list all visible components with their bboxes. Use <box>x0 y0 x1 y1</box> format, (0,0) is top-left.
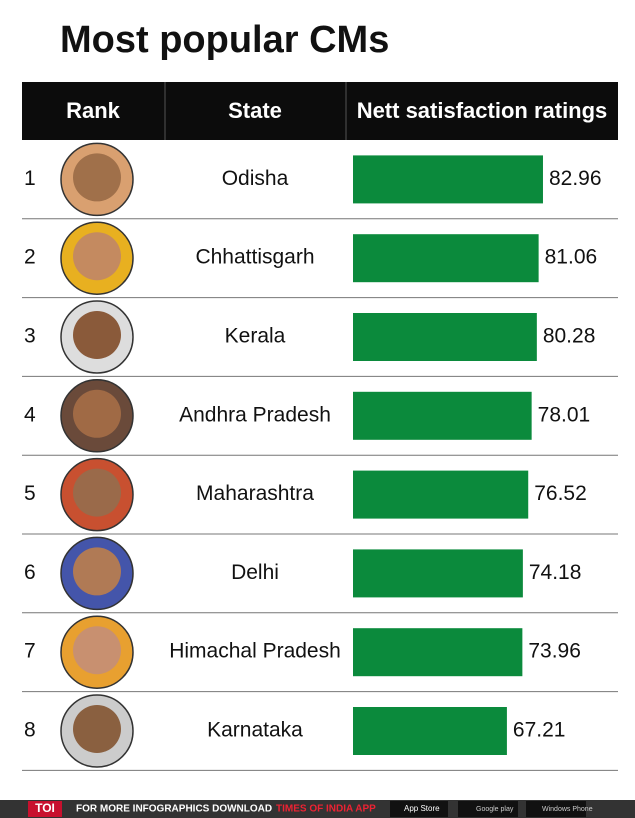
bar <box>353 628 523 677</box>
rank: 7 <box>24 640 36 663</box>
photo-face <box>73 626 121 675</box>
bar <box>353 707 507 755</box>
state: Himachal Pradesh <box>169 640 341 663</box>
badge-label: Windows Phone <box>542 806 593 813</box>
rank: 6 <box>24 561 36 584</box>
value-label: 67.21 <box>513 719 566 742</box>
photo-face <box>73 153 121 202</box>
state: Odisha <box>222 167 289 190</box>
rank: 5 <box>24 482 36 505</box>
table-header <box>22 82 618 140</box>
bar <box>353 313 537 361</box>
state: Chhattisgarh <box>195 246 314 269</box>
value-label: 82.96 <box>549 167 602 190</box>
photo-face <box>73 232 121 281</box>
column-header: Nett satisfaction ratings <box>357 98 608 123</box>
rank: 2 <box>24 246 36 269</box>
state: Delhi <box>231 561 279 584</box>
footer-brand: TOI <box>35 801 55 815</box>
photo-face <box>73 311 121 359</box>
bar <box>353 234 539 283</box>
badge <box>458 801 518 817</box>
bar <box>353 391 532 440</box>
state: Maharashtra <box>196 482 314 505</box>
bar <box>353 470 529 519</box>
rank: 1 <box>24 167 36 190</box>
photo-face <box>73 389 121 438</box>
photo-face <box>73 547 121 596</box>
footer-app: TIMES OF INDIA APP <box>276 804 376 815</box>
badge-label: App Store <box>404 804 440 813</box>
value-label: 73.96 <box>528 640 581 663</box>
state: Kerala <box>225 325 286 348</box>
value-label: 81.06 <box>545 246 598 269</box>
rank: 3 <box>24 325 36 348</box>
value-label: 78.01 <box>538 403 591 426</box>
badge <box>526 801 586 817</box>
badge <box>390 801 448 817</box>
value-label: 74.18 <box>529 561 582 584</box>
column-header: Rank <box>66 98 121 123</box>
chart-title: Most popular CMs <box>60 19 389 61</box>
value-label: 80.28 <box>543 325 596 348</box>
bar <box>353 155 543 204</box>
column-header: State <box>228 98 282 123</box>
state: Karnataka <box>207 719 303 742</box>
rank: 4 <box>24 403 36 426</box>
value-label: 76.52 <box>534 482 587 505</box>
photo-face <box>73 468 121 517</box>
brand-box <box>28 801 62 817</box>
footer-text: FOR MORE INFOGRAPHICS DOWNLOAD <box>76 804 272 815</box>
photo-face <box>73 705 121 753</box>
rank: 8 <box>24 719 36 742</box>
bar <box>353 549 523 598</box>
table-rows: 1 Odisha 82.96 2 Chhattisgarh 81.06 3 Kerala 80.… <box>22 142 618 771</box>
badge-label: Google play <box>476 806 514 813</box>
state: Andhra Pradesh <box>179 403 331 426</box>
